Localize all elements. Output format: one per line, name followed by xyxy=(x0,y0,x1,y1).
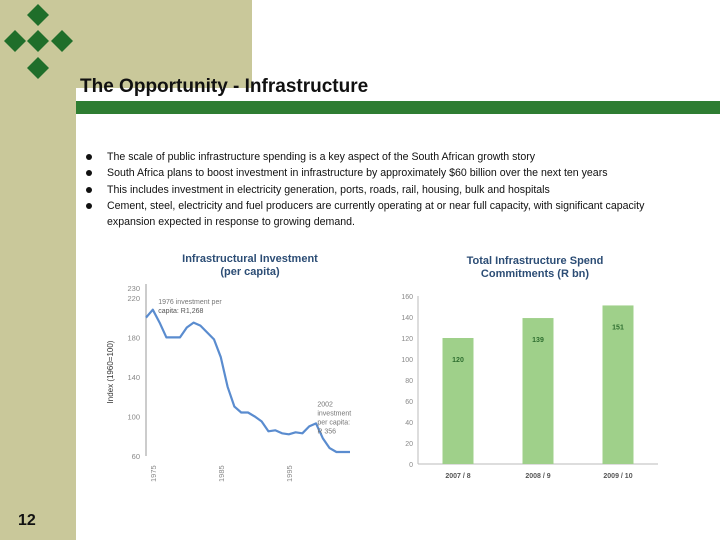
bar-chart-x-tick-label: 2009 / 10 xyxy=(603,473,632,480)
line-chart-y-tick-label: 60 xyxy=(132,452,140,461)
line-chart-y-tick-label: 140 xyxy=(127,373,140,382)
diamond-icon xyxy=(27,4,49,26)
bar-chart-title: Total Infrastructure Spend Commitments (… xyxy=(440,255,630,281)
bullet-item: Cement, steel, electricity and fuel prod… xyxy=(86,198,686,231)
bar-chart-data-label: 139 xyxy=(532,337,544,344)
bar-chart: 0 20 40 60 80 100 120 140 160 120 2007 / 8 139 2008 … xyxy=(401,294,658,480)
line-chart-series-line xyxy=(145,308,350,454)
line-chart-annotation-text: R 356 xyxy=(317,429,336,436)
bullet-text: Cement, steel, electricity and fuel prod… xyxy=(107,199,645,229)
bullet-text: South Africa plans to boost investment i… xyxy=(107,167,608,180)
bar-chart-x-tick-label: 2008 / 9 xyxy=(525,473,550,480)
bar-chart-y-tick-label: 20 xyxy=(405,441,413,448)
line-chart-title-line1: Infrastructural Investment xyxy=(182,253,318,265)
line-chart-annotation-text: 2002 xyxy=(317,402,333,409)
slide-title: The Opportunity - Infrastructure xyxy=(80,76,369,97)
bar-chart-y-tick-label: 80 xyxy=(405,378,413,385)
bar-chart-y-tick-label: 140 xyxy=(401,315,413,322)
line-chart-x-tick-label: 1985 xyxy=(217,465,226,482)
title-rule xyxy=(76,101,720,114)
bar-chart-y-tick-label: 100 xyxy=(401,357,413,364)
bullet-item: The scale of public infrastructure spend… xyxy=(86,149,686,165)
left-tan-strip xyxy=(0,88,76,540)
line-chart-y-axis-label: Index (1960=100) xyxy=(106,340,115,403)
bullet-item: This includes investment in electricity … xyxy=(86,182,686,198)
bullet-dot-icon xyxy=(86,202,92,209)
line-chart-y-tick-label: 180 xyxy=(127,333,140,342)
line-chart-annotation-text: 1976 investment per xyxy=(158,299,222,306)
bullet-dot-icon xyxy=(86,170,92,177)
bar-chart-bar xyxy=(602,305,634,464)
diamond-icon xyxy=(51,30,73,52)
bar-chart-data-label: 151 xyxy=(612,324,624,331)
bullet-item: South Africa plans to boost investment i… xyxy=(86,165,686,181)
bar-chart-y-tick-label: 120 xyxy=(401,336,413,343)
line-chart-annotation-text: capita: R1,268 xyxy=(158,308,203,315)
bullet-dot-icon xyxy=(86,154,92,160)
line-chart-annotation-text: investment xyxy=(317,411,351,418)
line-chart-x-tick-label: 1975 xyxy=(149,465,158,482)
diamond-logo-icon xyxy=(4,4,73,79)
bar-chart-title-line2: Commitments (R bn) xyxy=(480,268,590,280)
bar-chart-bar xyxy=(522,318,554,464)
line-chart-annotation-text: per capita: xyxy=(317,420,350,427)
bullet-text: This includes investment in electricity … xyxy=(107,183,550,196)
bullet-dot-icon xyxy=(86,186,92,193)
line-chart-y-tick-label: 100 xyxy=(127,412,140,421)
bullet-text: The scale of public infrastructure spend… xyxy=(107,151,536,163)
bar-chart-y-tick-label: 160 xyxy=(401,294,413,301)
line-chart-title: Infrastructural Investment (per capita) xyxy=(160,253,340,279)
line-chart-x-tick-label: 1995 xyxy=(285,465,294,482)
bar-chart-bar xyxy=(442,338,474,464)
diamond-icon xyxy=(27,30,49,52)
bar-chart-y-tick-label: 40 xyxy=(405,420,413,427)
page-number: 12 xyxy=(18,512,36,529)
bar-chart-data-label: 120 xyxy=(452,357,464,364)
bar-chart-y-tick-label: 0 xyxy=(409,462,413,469)
diamond-icon xyxy=(27,57,49,79)
line-chart-y-tick-label: 230 xyxy=(127,284,140,293)
bar-chart-x-tick-label: 2007 / 8 xyxy=(445,473,470,480)
bar-chart-y-tick-label: 60 xyxy=(405,399,413,406)
line-chart-y-tick-label: 220 xyxy=(127,294,140,303)
bullet-list: The scale of public infrastructure spend… xyxy=(86,149,686,230)
diamond-icon xyxy=(4,30,26,52)
bar-chart-title-line1: Total Infrastructure Spend xyxy=(466,255,604,267)
line-chart-title-line2: (per capita) xyxy=(220,266,280,278)
